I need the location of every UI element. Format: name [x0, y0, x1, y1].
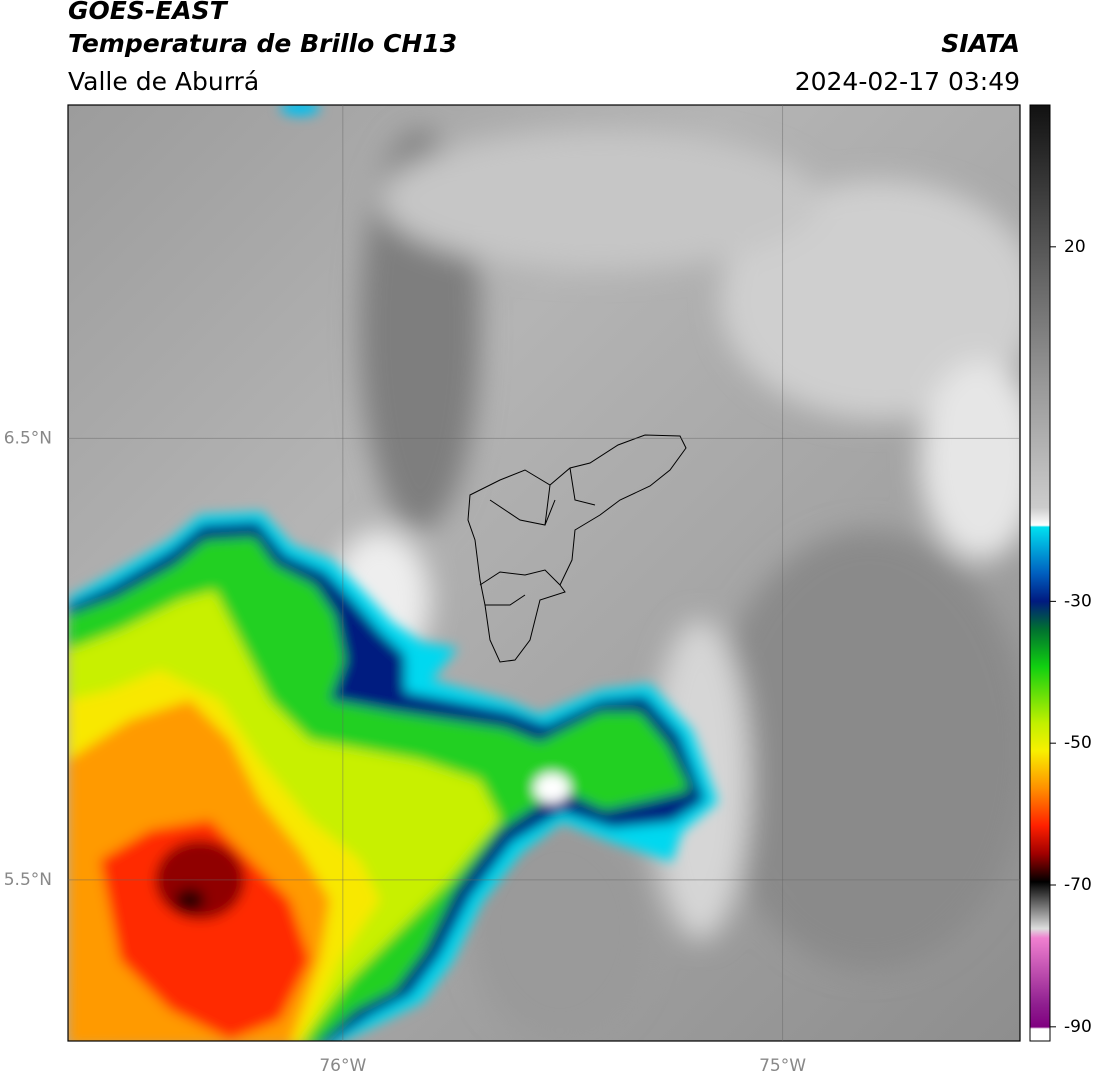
colorbar: [1029, 104, 1051, 1042]
datetime: 2024-02-17 03:49: [795, 67, 1020, 96]
colorbar-tick-label: -50: [1064, 733, 1092, 753]
lat-tick-label: 5.5°N: [4, 870, 52, 890]
colorbar-tick-label: -90: [1064, 1017, 1092, 1037]
lon-tick-label: 75°W: [759, 1056, 806, 1076]
colorbar-tick-label: 20: [1064, 237, 1086, 257]
region: Valle de Aburrá: [68, 67, 259, 96]
lon-tick-label: 76°W: [319, 1056, 366, 1076]
colorbar-tick-label: -30: [1064, 591, 1092, 611]
colorbar-tick-label: -70: [1064, 875, 1092, 895]
map-frame: [67, 104, 1021, 1042]
map-field: [68, 105, 1020, 1041]
subtitle: Temperatura de Brillo CH13: [68, 29, 457, 58]
lat-tick-label: 6.5°N: [4, 428, 52, 448]
source: SIATA: [941, 29, 1020, 58]
title: GOES-EAST: [68, 0, 229, 25]
